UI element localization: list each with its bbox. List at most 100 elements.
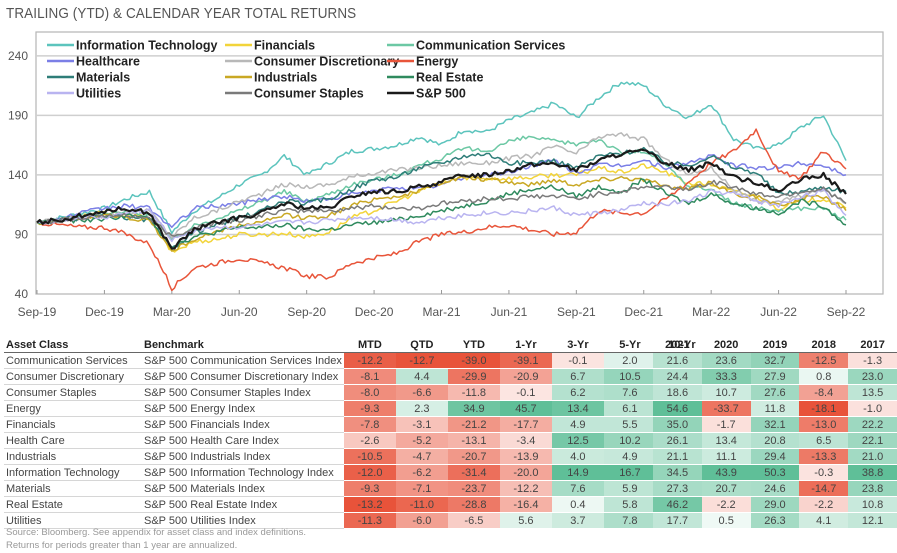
calendar-return-cell: 21.0 (848, 448, 897, 465)
return-cell: -0.1 (551, 352, 604, 369)
y-tick-label: 190 (8, 108, 28, 122)
calendar-return-cell: -2.2 (701, 496, 751, 513)
legend-item: Materials (47, 71, 130, 85)
calendar-return-cell: -13.3 (799, 448, 849, 465)
calendar-return-cell: 50.3 (750, 464, 800, 481)
return-cell: -8.0 (343, 384, 396, 401)
asset-class-cell: Health Care (4, 432, 142, 449)
calendar-return-cell: 10.8 (848, 496, 897, 513)
return-cell: -11.3 (343, 512, 396, 529)
calendar-return-cell: 33.3 (701, 368, 751, 385)
x-tick-label: Jun-21 (491, 305, 528, 319)
x-tick-label: Dec-19 (85, 305, 124, 319)
table-row: 21.6 23.6 32.7 -12.5 -1.3 (653, 352, 897, 369)
benchmark-cell: S&P 500 Communication Services Index (142, 352, 344, 369)
return-cell: -16.4 (499, 496, 552, 513)
legend-label: Information Technology (76, 39, 217, 53)
return-cell: -2.6 (343, 432, 396, 449)
calendar-return-cell: 10.7 (701, 384, 751, 401)
return-cell: -9.3 (343, 480, 396, 497)
y-tick-label: 240 (8, 49, 28, 63)
calendar-return-cell: 23.0 (848, 368, 897, 385)
x-tick-label: Sep-20 (287, 305, 326, 319)
return-cell: -12.7 (395, 352, 448, 369)
legend-item: Healthcare (47, 55, 140, 69)
calendar-return-cell: 54.6 (653, 400, 702, 417)
return-cell: -6.6 (395, 384, 448, 401)
benchmark-cell: S&P 500 Health Care Index (142, 432, 344, 449)
legend-item: Industrials (225, 71, 317, 85)
return-cell: -8.1 (343, 368, 396, 385)
x-tick-label: Jun-22 (760, 305, 797, 319)
asset-class-cell: Financials (4, 416, 142, 433)
table-row: 34.5 43.9 50.3 -0.3 38.8 (653, 464, 897, 481)
asset-class-cell: Utilities (4, 512, 142, 529)
asset-class-cell: Consumer Staples (4, 384, 142, 401)
trailing-returns-table: Asset Class Benchmark MTD QTD YTD 1-Yr 3-Yr 5-Y… (4, 337, 708, 529)
calendar-return-cell: 24.6 (750, 480, 800, 497)
return-cell: 6.1 (603, 400, 656, 417)
return-cell: 5.5 (603, 416, 656, 433)
column-header: 2018 (799, 337, 849, 353)
return-cell: -31.4 (447, 464, 500, 481)
asset-class-cell: Consumer Discretionary (4, 368, 142, 385)
column-header: MTD (343, 337, 396, 353)
return-cell: 12.5 (551, 432, 604, 449)
return-cell: 34.9 (447, 400, 500, 417)
return-cell: 14.9 (551, 464, 604, 481)
legend-item: Financials (225, 39, 315, 53)
return-cell: -28.8 (447, 496, 500, 513)
return-cell: 7.8 (603, 512, 656, 529)
return-cell: -11.8 (447, 384, 500, 401)
table-row: Consumer Staples S&P 500 Consumer Staples… (4, 384, 708, 401)
x-tick-label: Sep-22 (827, 305, 866, 319)
return-cell: 16.7 (603, 464, 656, 481)
calendar-return-cell: -13.0 (799, 416, 849, 433)
x-tick-label: Jun-20 (221, 305, 258, 319)
benchmark-cell: S&P 500 Consumer Discretionary Index (142, 368, 344, 385)
return-cell: 13.4 (551, 400, 604, 417)
column-header: 3-Yr (551, 337, 604, 353)
benchmark-cell: S&P 500 Materials Index (142, 480, 344, 497)
table-row: 27.3 20.7 24.6 -14.7 23.8 (653, 480, 897, 497)
column-header: 2020 (701, 337, 751, 353)
asset-class-cell: Materials (4, 480, 142, 497)
calendar-return-cell: 20.7 (701, 480, 751, 497)
benchmark-cell: S&P 500 Utilities Index (142, 512, 344, 529)
column-header: 1-Yr (499, 337, 552, 353)
column-header: YTD (447, 337, 500, 353)
legend-label: Materials (76, 71, 130, 85)
table-row: 26.1 13.4 20.8 6.5 22.1 (653, 432, 897, 449)
table-row: Industrials S&P 500 Industrials Index -10.… (4, 448, 708, 465)
return-cell: -12.0 (343, 464, 396, 481)
return-cell: 4.0 (551, 448, 604, 465)
return-cell: -4.7 (395, 448, 448, 465)
calendar-returns-table: 2021 2020 2019 2018 2017 21.6 23.6 32.7 -12.5 -1… (653, 337, 897, 529)
return-cell: -20.7 (447, 448, 500, 465)
legend-item: Information Technology (47, 39, 217, 53)
legend-item: Consumer Discretionary (225, 55, 399, 69)
return-cell: 4.4 (395, 368, 448, 385)
return-cell: -0.1 (499, 384, 552, 401)
return-cell: -9.3 (343, 400, 396, 417)
calendar-return-cell: -14.7 (799, 480, 849, 497)
series-line-industrials (36, 174, 847, 252)
calendar-return-cell: 11.1 (701, 448, 751, 465)
return-cell: -17.7 (499, 416, 552, 433)
calendar-return-cell: 11.8 (750, 400, 800, 417)
column-header: 2017 (848, 337, 897, 353)
return-cell: -6.5 (447, 512, 500, 529)
column-header: QTD (395, 337, 448, 353)
benchmark-cell: S&P 500 Energy Index (142, 400, 344, 417)
calendar-return-cell: 43.9 (701, 464, 751, 481)
return-cell: 2.3 (395, 400, 448, 417)
return-cell: 0.4 (551, 496, 604, 513)
calendar-return-cell: -12.5 (799, 352, 849, 369)
return-cell: 7.6 (603, 384, 656, 401)
benchmark-cell: S&P 500 Industrials Index (142, 448, 344, 465)
table-row: Materials S&P 500 Materials Index -9.3 -7.1… (4, 480, 708, 497)
calendar-return-cell: 32.1 (750, 416, 800, 433)
legend-label: Communication Services (416, 39, 565, 53)
table-row: 17.7 0.5 26.3 4.1 12.1 (653, 512, 897, 529)
series-line-consumer-staples (36, 179, 847, 237)
